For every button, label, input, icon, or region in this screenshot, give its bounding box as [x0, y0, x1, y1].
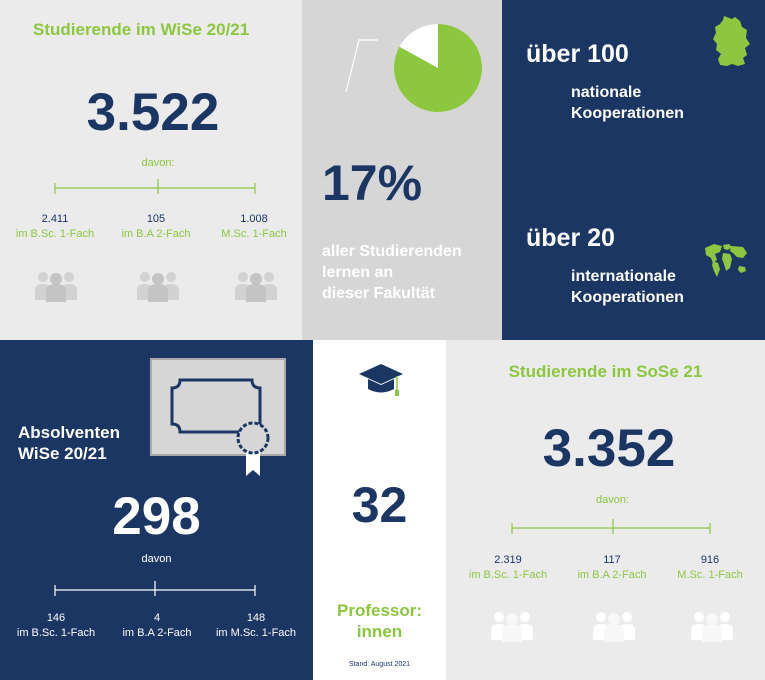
sose-bracket — [511, 519, 711, 534]
group-icon — [235, 272, 277, 302]
sose-title: Studierende im SoSe 21 — [508, 362, 703, 381]
wise-item-3-value: 1.008 — [240, 213, 268, 225]
sose-item-1-label: im B.Sc. 1-Fach — [468, 569, 548, 581]
profs-panel: 32 Professor: innen Stand: August 2021 — [313, 340, 446, 680]
wise-bracket — [54, 179, 256, 194]
wise-item-2-label: im B.A 2-Fach — [121, 228, 191, 240]
grads-item-2: 4 im B.A 2-Fach — [102, 611, 212, 641]
grads-title: Absolventen WiSe 20/21 — [18, 422, 120, 464]
certificate-icon — [150, 358, 286, 476]
coop-national-text: nationale Kooperationen — [571, 82, 684, 124]
group-icon — [593, 612, 635, 642]
wise-item-1: 2.411 im B.Sc. 1-Fach — [5, 212, 105, 242]
grads-item-2-value: 4 — [153, 612, 161, 624]
sose-panel: Studierende im SoSe 21 3.352 davon: 2.31… — [446, 340, 765, 680]
share-text-line-2: lernen an — [322, 264, 394, 281]
coop-national-count: über 100 — [526, 40, 629, 68]
wise-item-3-label: M.Sc. 1-Fach — [221, 228, 287, 240]
grads-panel: Absolventen WiSe 20/21 298 davon 146 im … — [0, 340, 313, 680]
wise-title: Studierende im WiSe 20/21 — [33, 20, 250, 39]
group-icon — [35, 272, 77, 302]
grads-davon: davon — [141, 553, 172, 565]
sose-item-2: 117 im B.A 2-Fach — [562, 553, 662, 583]
grads-item-1-value: 146 — [46, 612, 66, 624]
share-percent: 17% — [322, 155, 423, 211]
grads-item-3: 148 im M.Sc. 1-Fach — [203, 611, 309, 641]
wise-item-1-label: im B.Sc. 1-Fach — [15, 228, 95, 240]
wise-item-2: 105 im B.A 2-Fach — [106, 212, 206, 242]
pie-icon — [393, 24, 482, 112]
wise-item-2-value: 105 — [146, 213, 166, 225]
profs-count: 32 — [351, 477, 408, 533]
grads-item-3-label: im M.Sc. 1-Fach — [215, 627, 297, 639]
group-icon — [137, 272, 179, 302]
grads-item-1-label: im B.Sc. 1-Fach — [16, 627, 96, 639]
sose-item-3-value: 916 — [700, 554, 720, 566]
profs-label-line-2: innen — [356, 622, 403, 641]
coop-intl-text: internationale Kooperationen — [571, 266, 684, 308]
coop-intl-count: über 20 — [526, 224, 615, 252]
grads-total: 298 — [112, 487, 201, 546]
profs-label-line-1: Professor: — [336, 601, 423, 620]
share-panel: 17% aller Studierenden lernen an dieser … — [302, 0, 502, 340]
wise-davon: davon: — [141, 157, 175, 169]
coop-national-line-2: Kooperationen — [571, 105, 684, 122]
wise-total: 3.522 — [86, 83, 220, 142]
group-icon — [691, 612, 733, 642]
group-icon — [491, 612, 533, 642]
coop-intl-line-1: internationale — [571, 268, 676, 285]
grads-title-line-1: Absolventen — [18, 423, 121, 442]
profs-stand: Stand: August 2021 — [348, 661, 411, 668]
globe-icon — [705, 244, 747, 277]
sose-item-1-value: 2.319 — [494, 554, 522, 566]
wise-item-1-value: 2.411 — [41, 213, 69, 225]
sose-total: 3.352 — [542, 419, 676, 478]
coop-national-line-1: nationale — [571, 84, 642, 101]
sose-item-1: 2.319 im B.Sc. 1-Fach — [458, 553, 558, 583]
germany-map-icon — [713, 16, 750, 66]
sose-item-2-value: 117 — [603, 554, 621, 566]
grads-bracket — [54, 581, 256, 596]
sose-item-3: 916 M.Sc. 1-Fach — [660, 553, 760, 583]
grads-item-1: 146 im B.Sc. 1-Fach — [0, 611, 112, 641]
wise-panel: Studierende im WiSe 20/21 3.522 davon: 2… — [0, 0, 302, 340]
sose-item-3-label: M.Sc. 1-Fach — [677, 569, 743, 581]
share-text-line-1: aller Studierenden — [322, 243, 462, 260]
profs-label: Professor: innen — [313, 600, 446, 642]
grads-item-3-value: 148 — [246, 612, 266, 624]
sose-item-2-label: im B.A 2-Fach — [577, 569, 647, 581]
share-text-line-3: dieser Fakultät — [322, 285, 435, 302]
wise-item-3: 1.008 M.Sc. 1-Fach — [204, 212, 302, 242]
share-text: aller Studierenden lernen an dieser Faku… — [322, 241, 462, 304]
sose-davon: davon: — [595, 494, 630, 506]
grads-item-2-label: im B.A 2-Fach — [122, 627, 192, 639]
graduation-cap-icon — [359, 364, 403, 396]
coop-panel: über 100 nationale Kooperationen über 20… — [502, 0, 765, 340]
callout-line — [345, 39, 378, 93]
coop-intl-line-2: Kooperationen — [571, 289, 684, 306]
grads-title-line-2: WiSe 20/21 — [18, 444, 107, 463]
